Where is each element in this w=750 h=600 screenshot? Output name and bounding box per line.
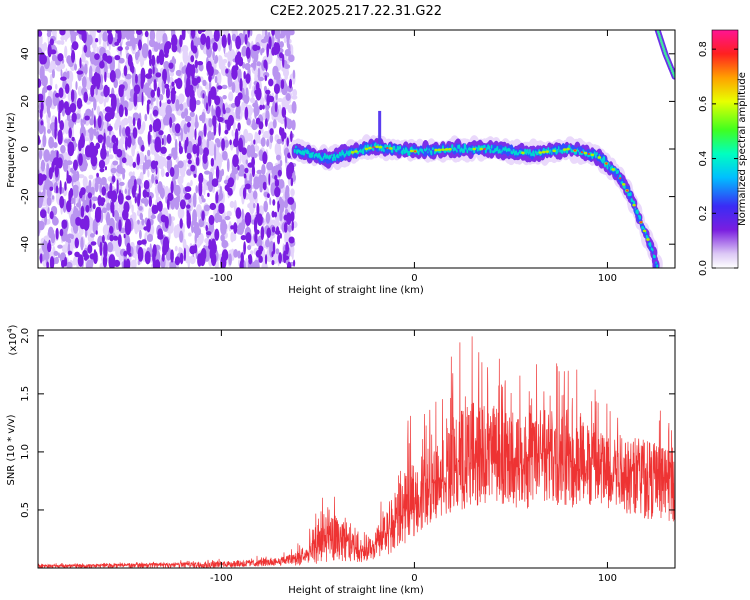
x-tick-label: 0 [411, 573, 417, 584]
y-ticks-top: -40 -20 0 20 40 [20, 47, 675, 252]
plot-frame-bottom [37, 329, 676, 569]
noise-speckle-mid [38, 30, 297, 268]
y-tick-label: 20 [20, 95, 31, 108]
snr-line [38, 336, 675, 568]
colorbar-tick-label: 0.4 [698, 151, 709, 167]
x-tick-label: -100 [210, 573, 233, 584]
y-axis-label-bottom: SNR (10 * v/v) [6, 414, 17, 485]
noise-speckle-dark [38, 30, 297, 268]
colorbar-tick-label: 0.0 [698, 260, 709, 276]
y-tick-label: 0 [20, 146, 31, 152]
x-tick-label: 100 [598, 273, 617, 284]
alias-track-core [656, 30, 675, 78]
x-tick-label: -100 [210, 273, 233, 284]
y-tick-label: 1.5 [20, 386, 31, 402]
colorbar-gradient [711, 29, 739, 269]
y-ticks-bottom: 0.5 1.0 1.5 2.0 [20, 328, 675, 518]
spectrogram-panel: -100 0 100 -40 -20 0 20 40 Height of straight … [6, 29, 676, 296]
colorbar-tick-label: 0.8 [698, 41, 709, 57]
y-tick-label: 1.0 [20, 444, 31, 460]
y-tick-label: 2.0 [20, 328, 31, 344]
colorbar-tick-label: 0.6 [698, 96, 709, 112]
y-tick-label: 0.5 [20, 502, 31, 518]
x-axis-label-bottom: Height of straight line (km) [288, 585, 424, 596]
snr-series [38, 336, 675, 568]
x-ticks-bottom: -100 0 100 [210, 330, 617, 584]
y-axis-label-top: Frequency (Hz) [6, 112, 17, 188]
y-multiplier: (x104) [6, 324, 19, 355]
x-axis-label-top: Height of straight line (km) [288, 285, 424, 296]
y-tick-label: -20 [20, 188, 31, 204]
x-ticks-top: -100 0 100 [210, 30, 617, 284]
colorbar: 0.0 0.2 0.4 0.6 0.8 Normalized spectral ampl… [698, 29, 748, 276]
track-halo [289, 134, 663, 268]
colorbar-ticks: 0.0 0.2 0.4 0.6 0.8 [698, 41, 738, 276]
x-tick-label: 0 [411, 273, 417, 284]
y-tick-label: -40 [20, 236, 31, 252]
x-tick-label: 100 [598, 573, 617, 584]
track-spike [378, 110, 382, 145]
y-tick-label: 40 [20, 47, 31, 60]
signal-track [289, 30, 675, 268]
colorbar-tick-label: 0.2 [698, 205, 709, 221]
snr-panel: -100 0 100 0.5 1.0 1.5 2.0 Height of straight… [6, 324, 676, 596]
chart-title: C2E2.2025.217.22.31.G22 [270, 4, 442, 19]
noise-region [38, 30, 298, 268]
colorbar-label: Normalized spectral amplitude [737, 72, 748, 226]
